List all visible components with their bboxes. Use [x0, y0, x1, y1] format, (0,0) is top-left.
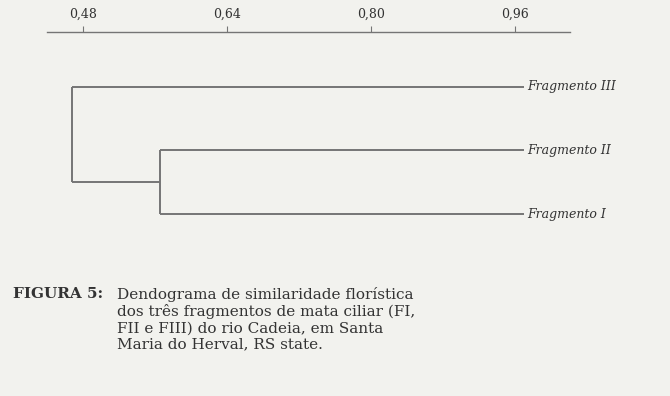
- Text: FIGURA 5:: FIGURA 5:: [13, 287, 104, 301]
- Text: Fragmento I: Fragmento I: [527, 208, 606, 221]
- Text: Fragmento III: Fragmento III: [527, 80, 616, 93]
- Text: Fragmento II: Fragmento II: [527, 144, 611, 157]
- Text: Dendograma de similaridade florística
dos três fragmentos de mata ciliar (FI,
FI: Dendograma de similaridade florística do…: [117, 287, 415, 352]
